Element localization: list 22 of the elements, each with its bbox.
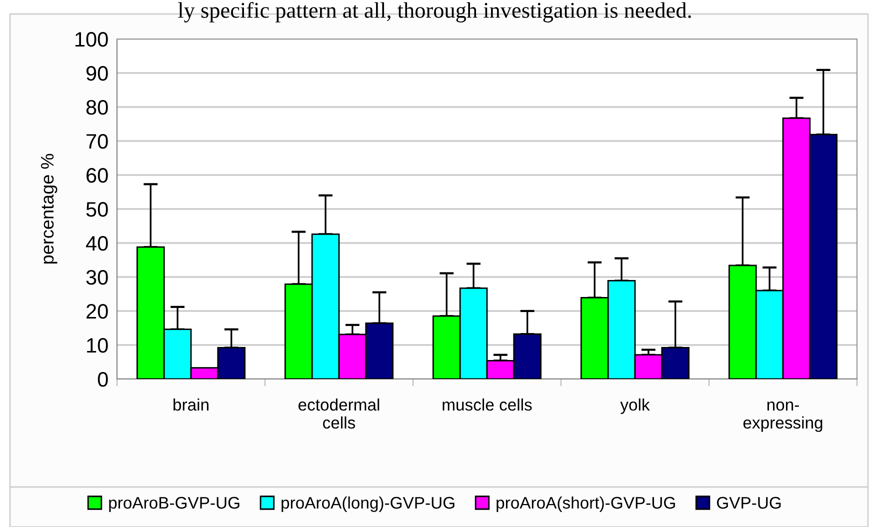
legend-label: proAroB-GVP-UG: [109, 496, 240, 512]
x-tick-label: non- expressing: [743, 402, 822, 432]
text: ly specific pattern at all, thorough investigation is needed.: [178, 2, 691, 22]
y-tick-label: 20: [86, 304, 108, 319]
y-tick-label: 70: [86, 134, 108, 149]
y-tick-label: 0: [98, 372, 108, 387]
y-tick-label: 50: [86, 202, 108, 217]
legend-label: proAroA(short)-GVP-UG: [496, 496, 675, 512]
x-tick-label: ectodermal cells: [298, 398, 380, 429]
x-tick-label: muscle cells: [442, 398, 532, 411]
y-axis-title: percentage %: [40, 154, 58, 264]
legend-label: GVP-UG: [716, 496, 781, 509]
y-tick-label: 30: [86, 270, 108, 285]
y-tick-label: 40: [86, 236, 108, 251]
y-tick-label: 90: [86, 66, 108, 81]
y-tick-label: 100: [76, 32, 108, 47]
x-tick-label: yolk: [620, 398, 650, 414]
legend-label: proAroA(long)-GVP-UG: [282, 496, 454, 512]
x-tick-label: brain: [174, 398, 208, 411]
y-tick-label: 10: [87, 338, 108, 353]
y-tick-label: 80: [86, 100, 108, 115]
y-tick-label: 60: [86, 168, 108, 183]
